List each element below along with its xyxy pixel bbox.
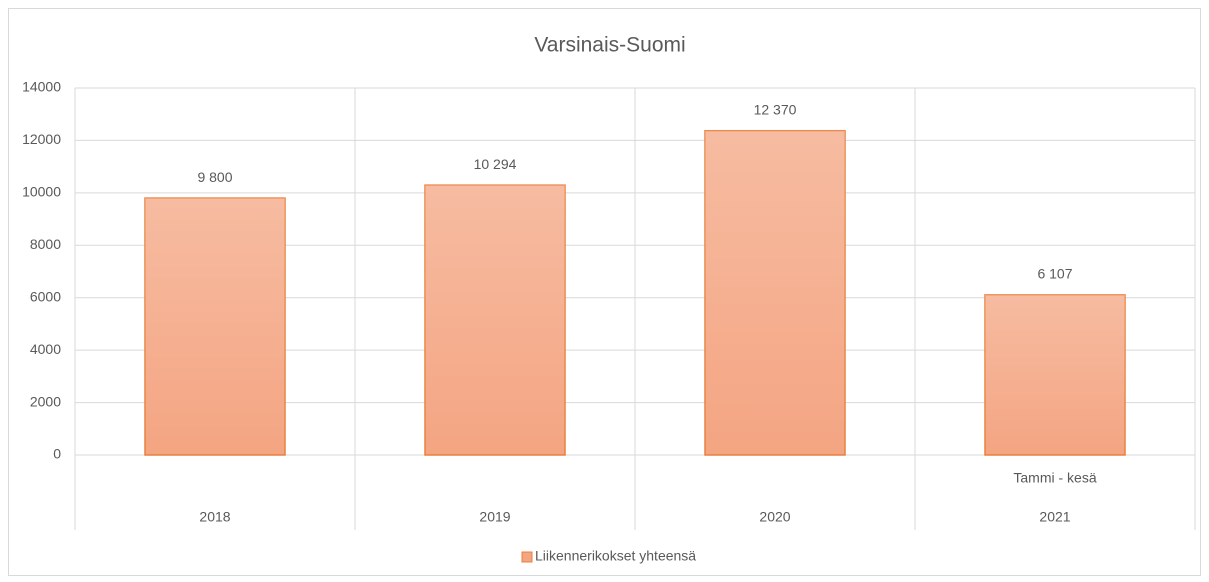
y-tick-label: 2000 — [30, 393, 61, 409]
x-tick-label: 2020 — [759, 509, 790, 525]
y-tick-label: 12000 — [22, 131, 61, 147]
data-label: 6 107 — [1037, 266, 1072, 282]
category-note: Tammi - kesä — [1013, 470, 1096, 486]
y-tick-label: 14000 — [22, 79, 61, 95]
bar — [144, 197, 286, 456]
y-tick-label: 10000 — [22, 184, 61, 200]
chart-title: Varsinais-Suomi — [534, 34, 685, 57]
data-label: 12 370 — [754, 101, 797, 117]
data-label: 9 800 — [197, 169, 232, 185]
legend-swatch — [521, 551, 533, 563]
y-tick-label: 8000 — [30, 236, 61, 252]
y-tick-label: 0 — [53, 446, 61, 462]
x-tick-label: 2018 — [199, 509, 230, 525]
bar — [704, 129, 846, 456]
y-tick-label: 4000 — [30, 341, 61, 357]
data-label: 10 294 — [474, 156, 517, 172]
y-tick-label: 6000 — [30, 288, 61, 304]
x-tick-label: 2019 — [479, 509, 510, 525]
bar — [424, 184, 566, 456]
bar — [984, 294, 1126, 456]
legend-label: Liikennerikokset yhteensä — [535, 548, 696, 564]
x-tick-label: 2021 — [1039, 509, 1070, 525]
